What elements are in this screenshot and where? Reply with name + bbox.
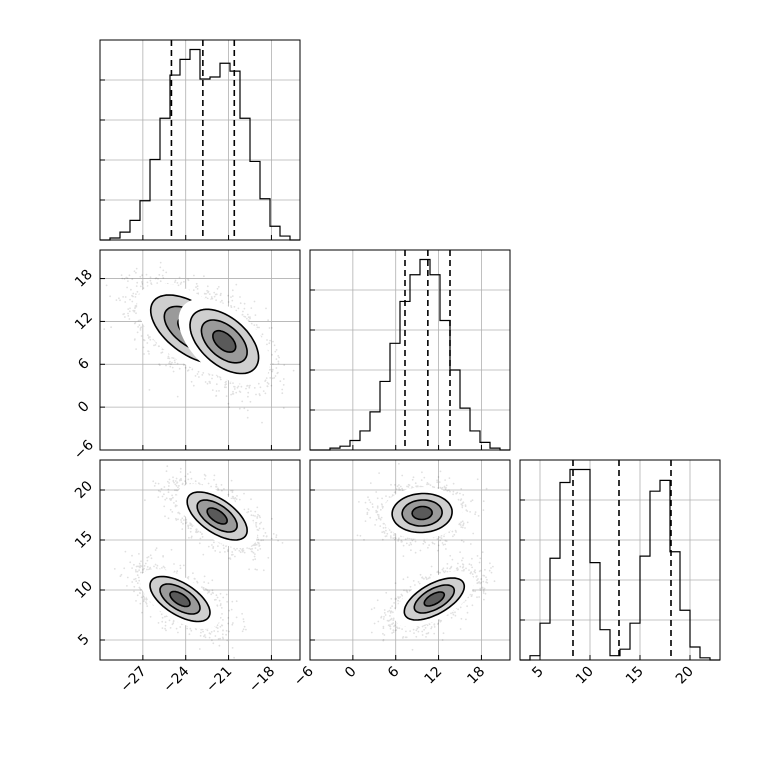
x-tick-label-0: −27: [117, 664, 149, 696]
x-tick-label-1: 12: [421, 664, 445, 688]
x-tick-label-0: −21: [203, 664, 235, 696]
x-tick-label-0: −24: [160, 663, 192, 695]
grid: [100, 460, 300, 660]
axes-frame: [309, 459, 511, 661]
y-tick-label-2: 20: [72, 478, 96, 502]
histogram-panel-2: [519, 459, 721, 661]
contour-line: [189, 308, 260, 375]
axes-frame: [99, 459, 301, 661]
contour-line: [149, 575, 211, 623]
grid: [100, 40, 300, 240]
density-panel-1-2: [309, 459, 511, 661]
contour-line: [423, 591, 446, 607]
density-content: [113, 465, 284, 659]
contour-line: [159, 583, 201, 615]
density-content: [356, 462, 496, 651]
y-tick-label-2: 15: [72, 528, 96, 552]
histogram-step-line: [100, 48, 300, 241]
y-tick-label-1: −6: [71, 437, 97, 463]
x-tick-label-2: 5: [529, 664, 547, 682]
x-tick-label-0: −18: [246, 664, 278, 696]
histogram-panel-0: [99, 39, 301, 241]
contour-line: [212, 329, 237, 353]
mode-0: [382, 487, 463, 539]
histogram-panel-1: [309, 249, 511, 451]
axes-frame: [309, 249, 511, 451]
density-content: [103, 261, 295, 424]
contour-line: [403, 577, 466, 621]
histogram-step-line: [520, 468, 720, 661]
y-tick-label-1: 12: [72, 309, 96, 333]
y-tick-label-1: 0: [75, 398, 93, 416]
density-panel-0-2: [99, 459, 301, 661]
x-tick-label-1: 6: [385, 663, 403, 681]
contour-line: [206, 507, 228, 525]
y-tick-label-1: 18: [72, 267, 96, 291]
x-tick-label-1: 0: [342, 664, 360, 682]
contour-line: [401, 499, 443, 527]
density-fill: [207, 508, 228, 524]
x-tick-label-2: 10: [573, 664, 597, 688]
contour-line: [169, 590, 191, 608]
contour-line: [200, 319, 248, 364]
histogram-step-line: [310, 258, 510, 451]
x-tick-label-2: 20: [673, 664, 697, 688]
mode-1: [394, 571, 475, 627]
contour-line: [411, 505, 433, 521]
x-tick-label-2: 15: [623, 664, 647, 688]
contour-line: [186, 491, 248, 541]
x-tick-label-1: −6: [291, 663, 317, 689]
density-fill: [412, 506, 433, 520]
contour-line: [391, 492, 453, 534]
axes-frame: [519, 459, 721, 661]
mode-1: [178, 298, 270, 385]
contour-line: [413, 584, 456, 614]
y-tick-label-1: 6: [75, 355, 93, 373]
x-tick-label-1: 18: [464, 664, 488, 688]
axes-frame: [99, 39, 301, 241]
mode-0: [177, 484, 258, 548]
density-panel-0-1: [99, 249, 301, 451]
density-fill: [170, 591, 190, 607]
y-tick-label-2: 10: [72, 578, 96, 602]
y-tick-label-2: 5: [75, 631, 93, 649]
mode-1: [140, 569, 220, 629]
axes-frame: [99, 249, 301, 451]
density-fill: [424, 592, 445, 606]
contour-line: [196, 499, 238, 533]
